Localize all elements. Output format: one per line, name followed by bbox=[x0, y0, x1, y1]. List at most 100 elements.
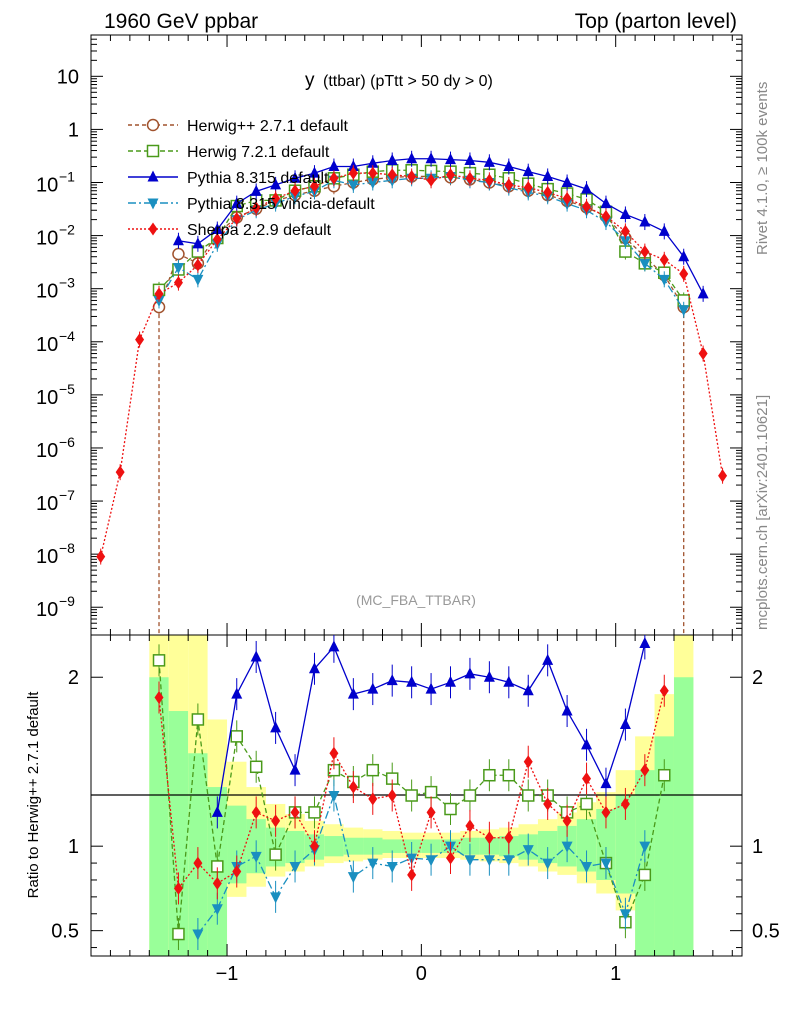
header-left: 1960 GeV ppbar bbox=[104, 10, 258, 33]
ratio-data-point bbox=[561, 704, 573, 716]
ratio-data-point bbox=[308, 806, 321, 819]
ratio-data-point bbox=[562, 814, 572, 828]
ratio-series-layer bbox=[152, 635, 671, 951]
main-data-point bbox=[407, 169, 417, 183]
main-y-tick-label-exp: −6 bbox=[59, 434, 75, 450]
main-data-point bbox=[640, 245, 650, 259]
ratio-y-tick-label-right: 0.5 bbox=[752, 921, 780, 943]
ratio-data-point bbox=[368, 792, 378, 806]
legend-marker bbox=[146, 118, 160, 132]
ratio-data-point bbox=[543, 797, 553, 811]
band-green-bin bbox=[382, 839, 402, 853]
main-y-tick-label: 10 −8 bbox=[36, 540, 75, 568]
main-y-tick-label: 10 −3 bbox=[36, 275, 75, 303]
ratio-data-point bbox=[445, 675, 457, 687]
ratio-data-point bbox=[328, 640, 340, 652]
legend: Herwig++ 2.7.1 default Herwig 7.2.1 defau… bbox=[128, 118, 375, 239]
band-green-bin bbox=[615, 795, 636, 894]
ratio-data-point bbox=[464, 855, 476, 867]
main-data-point bbox=[348, 166, 358, 180]
main-y-tick-label-base: 10 bbox=[36, 440, 58, 462]
ratio-data-point bbox=[386, 674, 398, 686]
ratio-data-point bbox=[638, 868, 652, 882]
main-y-tick-label: 10 −5 bbox=[36, 381, 75, 409]
main-data-point bbox=[697, 287, 709, 299]
ratio-data-point bbox=[619, 909, 631, 921]
ratio-data-point bbox=[367, 682, 379, 694]
ratio-data-point bbox=[523, 755, 533, 769]
main-data-point bbox=[386, 153, 398, 165]
ratio-data-point bbox=[269, 848, 282, 861]
main-data-point bbox=[601, 209, 611, 223]
main-data-point bbox=[250, 184, 262, 196]
ratio-x-tick-label: −1 bbox=[216, 963, 239, 985]
main-data-point bbox=[582, 200, 592, 214]
main-y-tick-label-exp: −3 bbox=[59, 275, 75, 291]
main-data-point bbox=[193, 258, 203, 272]
main-data-point bbox=[659, 253, 669, 267]
ratio-data-point bbox=[406, 675, 418, 687]
main-y-tick-label-exp: −7 bbox=[59, 487, 75, 503]
main-data-point bbox=[172, 263, 184, 275]
plot-title-y: y bbox=[305, 70, 315, 91]
ratio-y-tick-label-right: 1 bbox=[752, 836, 763, 858]
main-data-point bbox=[658, 274, 670, 286]
main-data-point bbox=[368, 166, 378, 180]
main-y-tick-label-base: 10 bbox=[36, 493, 58, 515]
ratio-data-point bbox=[193, 856, 203, 870]
ratio-data-point bbox=[542, 653, 554, 665]
ratio-data-point bbox=[387, 789, 397, 802]
band-green-bin bbox=[537, 830, 558, 864]
main-y-tick-label-base: 10 bbox=[36, 334, 58, 356]
ratio-data-point bbox=[463, 789, 477, 802]
ratio-data-point bbox=[172, 927, 185, 941]
ratio-data-point bbox=[580, 797, 593, 811]
ratio-data-point bbox=[658, 768, 671, 782]
ratio-data-point bbox=[249, 760, 263, 774]
main-data-point bbox=[504, 178, 514, 192]
main-data-point bbox=[211, 223, 223, 235]
main-y-tick-label: 10 bbox=[57, 66, 79, 88]
ratio-data-point bbox=[503, 855, 515, 867]
ratio-data-point bbox=[484, 831, 494, 845]
main-data-point bbox=[600, 197, 612, 209]
main-axis-ticks bbox=[91, 34, 742, 636]
main-data-point bbox=[328, 160, 340, 172]
ratio-data-point bbox=[561, 841, 573, 853]
main-series-layer bbox=[96, 150, 728, 635]
main-panel: 10110−110−210−310−410−510−610−710−810−9 … bbox=[36, 34, 743, 636]
main-y-tick-label-base: 10 bbox=[36, 387, 58, 409]
main-y-tick-label: 10 −2 bbox=[36, 222, 75, 250]
main-y-tick-label-base: 10 bbox=[36, 174, 58, 196]
main-data-point bbox=[620, 224, 630, 238]
ratio-data-point bbox=[483, 670, 495, 682]
main-data-point bbox=[367, 156, 379, 168]
band-green-bin bbox=[343, 837, 364, 855]
band-green-bin bbox=[149, 677, 169, 956]
ratio-data-point bbox=[230, 730, 243, 743]
main-y-tick-label-base: 10 bbox=[36, 599, 58, 621]
ratio-data-point bbox=[328, 791, 340, 802]
ratio-data-point bbox=[211, 805, 223, 817]
band-green-bin bbox=[673, 677, 694, 956]
ratio-data-point bbox=[425, 855, 437, 867]
ratio-y-tick-label-left: 2 bbox=[68, 667, 79, 689]
band-green-bin bbox=[168, 711, 189, 956]
main-y-tick-label-base: 10 bbox=[36, 546, 58, 568]
ratio-data-point bbox=[639, 841, 651, 853]
ratio-y-axis-label: Ratio to Herwig++ 2.7.1 default bbox=[25, 691, 42, 899]
ratio-data-point bbox=[348, 780, 358, 794]
ratio-data-point bbox=[367, 858, 379, 870]
main-data-point bbox=[484, 173, 494, 187]
ratio-data-point bbox=[154, 691, 164, 705]
main-data-point bbox=[271, 191, 281, 205]
ratio-x-tick-labels: −1 0 1 bbox=[216, 963, 622, 985]
legend-label: Herwig 7.2.1 default bbox=[187, 144, 330, 161]
ratio-data-point bbox=[251, 805, 261, 819]
ratio-data-point bbox=[483, 855, 495, 867]
legend-marker bbox=[146, 144, 160, 158]
ratio-data-point bbox=[329, 746, 339, 760]
main-data-point bbox=[192, 237, 204, 249]
main-data-point bbox=[251, 201, 261, 215]
